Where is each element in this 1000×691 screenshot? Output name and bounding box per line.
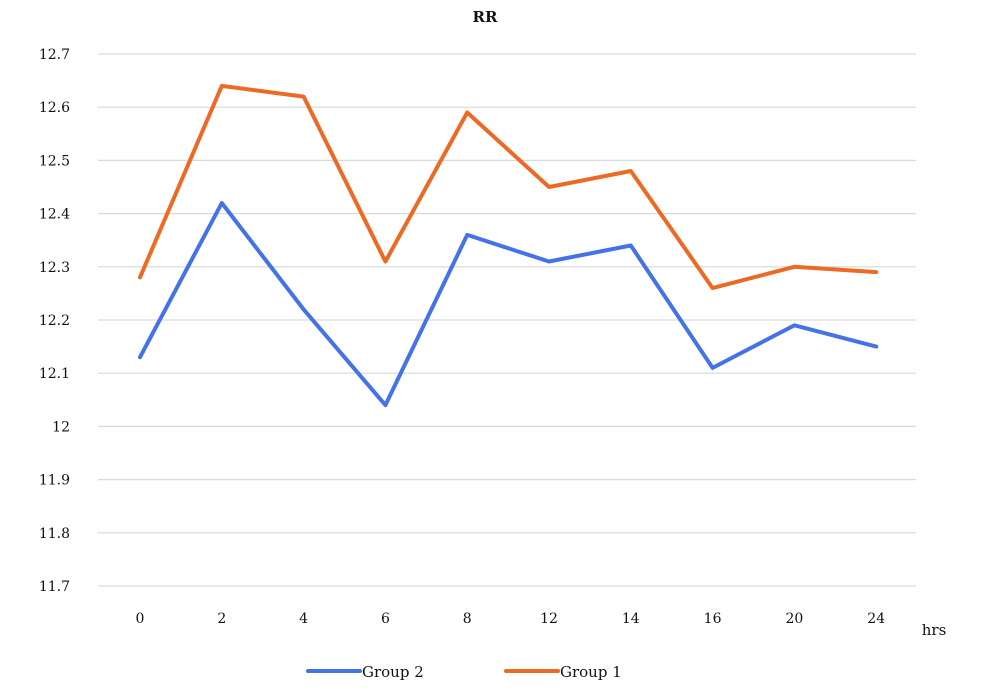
y-tick-label: 11.7 <box>39 579 70 595</box>
x-tick-label: 0 <box>136 611 145 627</box>
chart-title: RR <box>473 8 498 26</box>
x-tick-label: 2 <box>217 611 226 627</box>
y-tick-label: 11.9 <box>39 473 70 489</box>
y-tick-label: 12.1 <box>39 366 70 382</box>
y-tick-label: 12 <box>52 419 70 435</box>
x-tick-label: 4 <box>299 611 308 627</box>
y-tick-label: 12.7 <box>39 47 70 63</box>
x-tick-label: 24 <box>867 611 885 627</box>
series-lines <box>138 83 879 408</box>
x-tick-label: 8 <box>463 611 472 627</box>
y-tick-label: 11.8 <box>39 526 70 542</box>
y-tick-label: 12.5 <box>39 153 70 169</box>
y-tick-label: 12.2 <box>39 313 70 329</box>
series-line-group-2 <box>138 201 879 408</box>
series-line-group-1 <box>138 83 879 291</box>
x-tick-label: 20 <box>785 611 803 627</box>
gridlines <box>98 53 916 587</box>
x-tick-label: 12 <box>540 611 558 627</box>
legend: Group 2 Group 1 <box>306 663 622 681</box>
x-tick-label: 6 <box>381 611 390 627</box>
x-axis-ticks: 0 2 4 6 8 12 14 16 20 24 <box>136 611 886 627</box>
y-axis-ticks: 11.7 11.8 11.9 12 12.1 12.2 12.3 12.4 12.5 12.6 12… <box>39 47 70 595</box>
legend-label: Group 1 <box>560 663 622 681</box>
legend-label: Group 2 <box>362 663 424 681</box>
x-tick-label: 16 <box>704 611 722 627</box>
y-tick-label: 12.3 <box>39 260 70 276</box>
x-tick-label: 14 <box>622 611 640 627</box>
y-tick-label: 12.4 <box>39 207 70 223</box>
y-tick-label: 12.6 <box>39 100 70 116</box>
x-axis-label: hrs <box>922 621 947 639</box>
